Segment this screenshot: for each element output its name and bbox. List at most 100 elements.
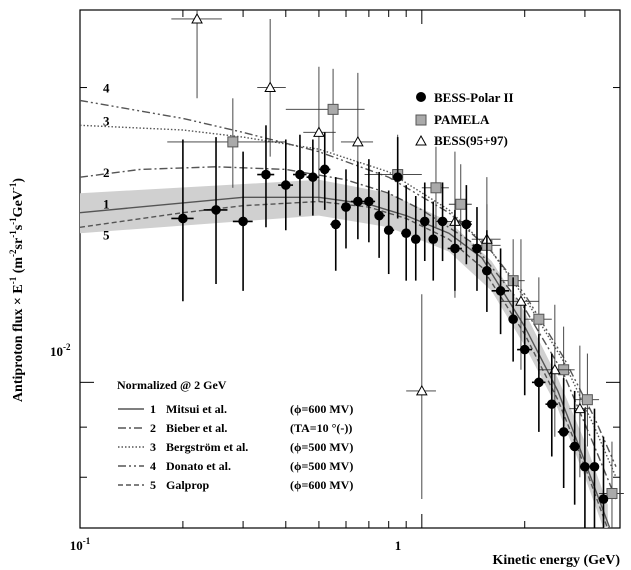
point-bess-polar-ii xyxy=(531,334,546,432)
marker-circle xyxy=(410,234,421,245)
marker-circle xyxy=(472,243,482,254)
legend-label-bess-polar: BESS-Polar II xyxy=(434,90,514,105)
point-bess-polar-ii xyxy=(437,182,448,262)
marker-circle xyxy=(580,461,590,472)
marker-circle xyxy=(495,286,506,296)
point-bess-95-97 xyxy=(257,18,286,157)
point-bess-polar-ii xyxy=(545,353,558,457)
marker-circle xyxy=(280,180,291,190)
marker-circle xyxy=(534,377,544,388)
marker-circle xyxy=(419,216,430,227)
point-bess-polar-ii xyxy=(401,185,412,281)
point-bess-95-97 xyxy=(171,10,222,99)
model-row-name-1: Mitsui et al. xyxy=(166,402,227,416)
marker-circle xyxy=(508,314,518,325)
point-bess-polar-ii xyxy=(569,390,580,505)
point-bess-polar-ii xyxy=(318,132,331,210)
point-pamela xyxy=(421,146,449,228)
point-bess-polar-ii xyxy=(350,161,365,240)
marker-circle xyxy=(428,234,439,245)
data-series xyxy=(167,10,624,528)
y-axis-label: Antiproton flux × E-1 (m-2sr-1s-1GeV-1) xyxy=(8,178,26,402)
point-bess-polar-ii xyxy=(410,195,421,281)
marker-circle xyxy=(341,202,351,212)
marker-circle xyxy=(546,399,557,409)
model-row-name-5: Galprop xyxy=(166,478,209,492)
model-row-name-4: Donato et al. xyxy=(166,459,231,473)
point-bess-polar-ii xyxy=(340,169,351,249)
marker-circle xyxy=(308,172,318,182)
marker-circle xyxy=(401,228,411,239)
point-bess-polar-ii xyxy=(257,125,275,228)
marker-circle xyxy=(437,216,448,227)
point-bess-polar-ii xyxy=(508,277,518,362)
marker-square xyxy=(581,394,593,406)
series-bess-95-97 xyxy=(171,10,590,500)
model-1-uncertainty-band xyxy=(80,179,608,528)
plot-frame xyxy=(79,9,621,529)
marker-triangle xyxy=(515,295,527,306)
marker-circle xyxy=(558,427,569,437)
curve-label-4: 4 xyxy=(103,81,110,96)
model-row-param-5: (ϕ=600 MV) xyxy=(290,478,353,492)
point-bess-polar-ii xyxy=(517,304,532,396)
point-bess-polar-ii xyxy=(491,248,510,335)
marker-triangle xyxy=(352,135,364,147)
marker-circle xyxy=(211,205,221,215)
marker-triangle xyxy=(191,12,203,24)
model-curve-labels: 1 2 3 4 5 xyxy=(103,81,110,243)
x-tick-label-0.1: 10-1 xyxy=(70,536,91,553)
marker-square xyxy=(430,182,442,194)
x-axis-label: Kinetic energy (GeV) xyxy=(492,553,620,568)
marker-square xyxy=(606,487,618,499)
legend: BESS-Polar II PAMELA BESS(95+97) xyxy=(415,90,514,148)
point-bess-polar-ii xyxy=(306,139,319,216)
point-bess-polar-ii xyxy=(374,171,385,258)
point-bess-95-97 xyxy=(569,345,590,478)
point-bess-polar-ii xyxy=(383,190,395,275)
model-row-number-5: 5 xyxy=(150,478,156,492)
model-curve-2 xyxy=(80,166,617,500)
model-row-param-3: (ϕ=500 MV) xyxy=(290,440,353,454)
marker-circle xyxy=(238,216,248,227)
series-bess-polar-ii xyxy=(171,125,609,528)
curve-label-5: 5 xyxy=(103,227,110,242)
normalized-note: Normalized @ 2 GeV xyxy=(117,378,227,392)
legend-marker-bess9597 xyxy=(415,134,427,146)
model-curve-5 xyxy=(80,200,609,528)
model-row-param-2: (TA=10 °(-)) xyxy=(290,421,352,435)
point-bess-polar-ii xyxy=(447,209,462,291)
marker-square xyxy=(327,103,339,115)
marker-circle xyxy=(383,225,394,236)
point-bess-polar-ii xyxy=(392,137,403,219)
point-bess-polar-ii xyxy=(293,134,307,216)
point-bess-95-97 xyxy=(406,294,436,500)
marker-square xyxy=(533,313,545,325)
point-bess-polar-ii xyxy=(278,139,294,231)
marker-circle xyxy=(569,441,580,452)
marker-triangle xyxy=(313,126,325,137)
model-row-number-2: 2 xyxy=(150,421,156,435)
point-bess-polar-ii xyxy=(171,139,194,302)
model-row-number-1: 1 xyxy=(150,402,156,416)
marker-square xyxy=(455,198,467,210)
model-row-name-2: Bieber et al. xyxy=(166,421,227,435)
marker-circle xyxy=(319,164,330,175)
marker-circle xyxy=(589,461,600,472)
model-row-param-1: (ϕ=600 MV) xyxy=(290,402,353,416)
marker-circle xyxy=(178,213,188,224)
point-bess-polar-ii xyxy=(419,182,430,262)
series-pamela xyxy=(167,68,624,528)
point-bess-polar-ii xyxy=(330,177,341,271)
legend-label-bess9597: BESS(95+97) xyxy=(434,133,508,148)
marker-square xyxy=(227,136,239,148)
marker-circle xyxy=(261,169,271,180)
point-bess-polar-ii xyxy=(557,378,570,489)
legend-marker-pamela xyxy=(415,114,427,126)
marker-circle xyxy=(330,219,341,230)
legend-marker-bess-polar xyxy=(416,92,426,102)
model-row-number-4: 4 xyxy=(150,459,156,473)
curve-label-2: 2 xyxy=(103,165,110,180)
marker-circle xyxy=(450,243,460,254)
